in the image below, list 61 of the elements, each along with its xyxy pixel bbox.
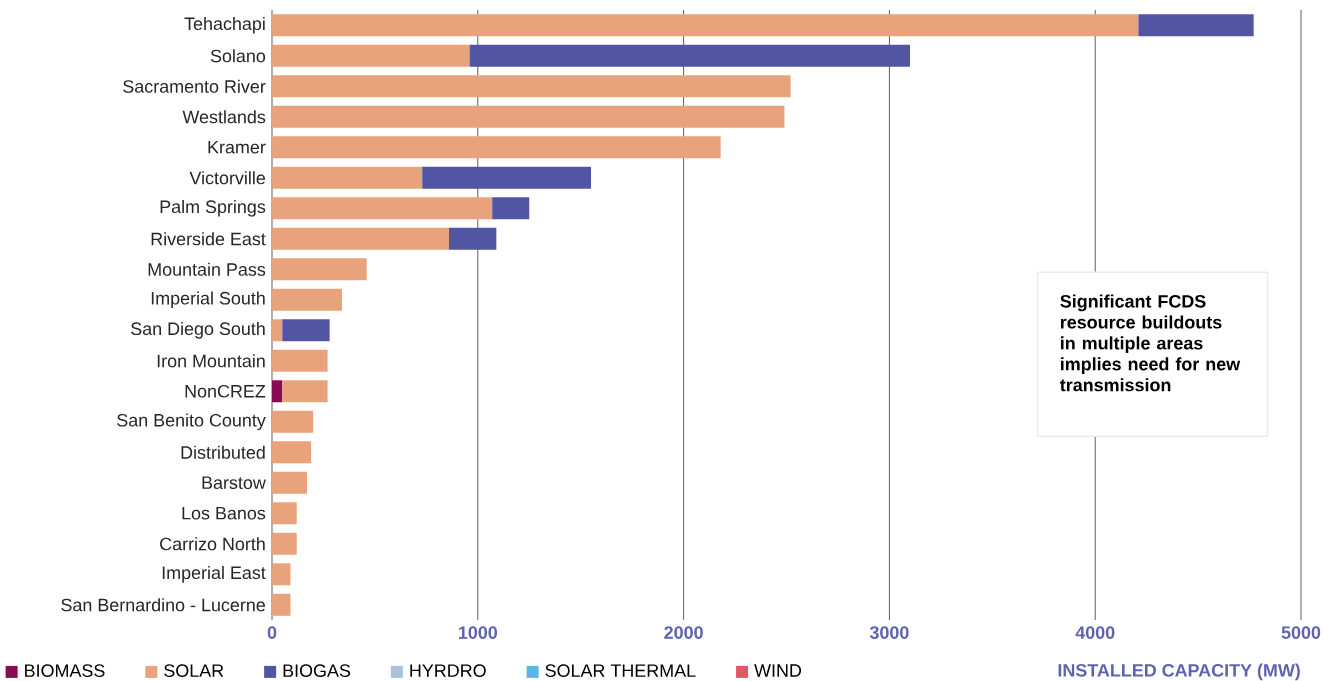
bar [272, 166, 423, 189]
x-tick-label: 1000 [458, 626, 498, 639]
y-tick-label: San Bernardino - Lucerne [61, 598, 265, 612]
legend-label: SOLAR [164, 664, 224, 677]
y-tick-label: Sacramento River [123, 79, 266, 93]
bar [272, 227, 449, 250]
y-tick-label: Tehachapi [184, 16, 265, 34]
y-tick-label: Los Banos [182, 507, 266, 520]
bar [272, 563, 291, 586]
bar [272, 349, 328, 372]
y-tick-label: Kramer [208, 140, 266, 154]
y-tick-label: Distributed [181, 445, 265, 459]
bar [272, 593, 291, 616]
bar [272, 136, 721, 159]
legend-label: BIOMASS [25, 664, 105, 677]
y-tick-label: Solano [210, 49, 266, 63]
y-tick-label: Mountain Pass [148, 262, 266, 276]
bar [272, 410, 314, 433]
y-tick-label: NonCREZ [185, 384, 266, 398]
annotation: Significant FCDS resource buildouts in multiple areas implies need for new transmission [1060, 294, 1241, 392]
x-tick-label: 0 [267, 626, 277, 639]
bar [492, 197, 530, 220]
y-tick-label: San Benito County [117, 413, 266, 431]
bar [272, 75, 791, 98]
y-tick-label: Palm Springs [160, 199, 266, 217]
y-tick-label: Iron Mountain [157, 354, 265, 368]
bar [272, 380, 283, 403]
bar [272, 532, 297, 555]
y-tick-label: Barstow [202, 476, 266, 490]
x-tick-label: 4000 [1075, 626, 1115, 639]
legend-label: WIND [754, 664, 802, 677]
bar [272, 105, 785, 128]
bar [449, 227, 497, 250]
bar [272, 44, 470, 67]
y-tick-label: Imperial South [151, 291, 265, 309]
bar [1138, 14, 1254, 37]
y-tick-label: Imperial East [162, 565, 266, 583]
bar [469, 44, 910, 67]
x-axis-title: INSTALLED CAPACITY (MW) [1058, 663, 1300, 681]
bar [272, 14, 1139, 37]
legend-label: SOLAR THERMAL [545, 664, 696, 677]
y-tick-label: San Diego South [131, 321, 265, 339]
bar [272, 258, 367, 281]
legend-label: BIOGAS [283, 664, 351, 677]
bar [272, 502, 297, 525]
y-tick-label: Riverside East [151, 232, 266, 246]
bar [272, 471, 307, 494]
legend-label: HYRDRO [410, 664, 486, 677]
bar [422, 166, 591, 189]
y-tick-label: Victorville [189, 171, 266, 185]
bar [272, 197, 493, 220]
bar [282, 319, 330, 342]
bar [272, 319, 283, 342]
bar [282, 380, 328, 403]
x-tick-label: 2000 [664, 626, 703, 639]
y-tick-label: Westlands [182, 110, 266, 124]
x-tick-label: 5000 [1281, 626, 1321, 639]
x-tick-label: 3000 [869, 626, 909, 639]
bar [272, 441, 312, 464]
y-tick-label: Carrizo North [160, 537, 265, 551]
bar [272, 288, 342, 311]
